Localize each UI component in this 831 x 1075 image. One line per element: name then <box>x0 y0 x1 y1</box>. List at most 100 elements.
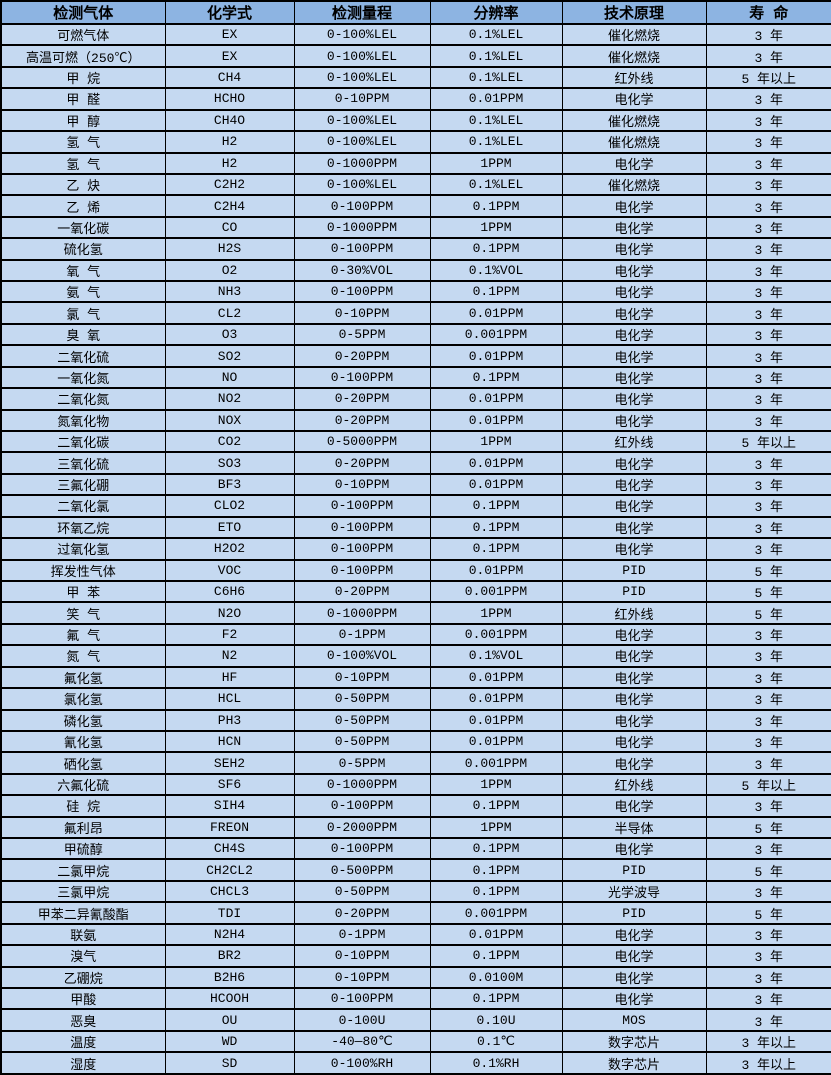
resolution-cell: 0.01PPM <box>429 87 563 111</box>
resolution-cell: 0.1%LEL <box>429 65 563 90</box>
lifespan-cell: 3 年以上 <box>705 1029 831 1054</box>
principle-cell: 电化学 <box>561 986 707 1011</box>
principle-cell: 电化学 <box>561 537 707 561</box>
table-row: 硅 烷 SIH4 0-100PPM 0.1PPM 电化学 3 年 <box>0 794 831 818</box>
principle-cell: 电化学 <box>561 944 707 968</box>
gas-name-cell: 氢 气 <box>0 130 166 154</box>
gas-name-cell: 甲硫醇 <box>0 837 166 861</box>
principle-cell: 电化学 <box>561 665 707 690</box>
range-cell: 0-10PPM <box>293 87 431 111</box>
lifespan-cell: 5 年 <box>705 901 831 925</box>
range-cell: 0-10PPM <box>293 944 431 968</box>
resolution-cell: 0.1%LEL <box>429 130 563 154</box>
gas-name-cell: 环氧乙烷 <box>0 515 166 540</box>
range-cell: 0-5000PPM <box>293 429 431 454</box>
lifespan-cell: 3 年 <box>705 665 831 690</box>
formula-cell: O3 <box>164 322 295 347</box>
table-row: 氮氧化物 NOX 0-20PPM 0.01PPM 电化学 3 年 <box>0 408 831 433</box>
principle-cell: PID <box>561 901 707 925</box>
resolution-cell: 1PPM <box>429 601 563 625</box>
gas-name-cell: 氢 气 <box>0 151 166 175</box>
lifespan-cell: 3 年 <box>705 451 831 475</box>
principle-cell: 电化学 <box>561 322 707 347</box>
formula-cell: C2H4 <box>164 194 295 218</box>
formula-cell: N2H4 <box>164 922 295 947</box>
table-row: 甲 醛 HCHO 0-10PPM 0.01PPM 电化学 3 年 <box>0 87 831 111</box>
gas-name-cell: 六氟化硫 <box>0 772 166 797</box>
gas-name-cell: 甲 烷 <box>0 65 166 90</box>
range-cell: 0-50PPM <box>293 879 431 904</box>
principle-cell: 电化学 <box>561 794 707 818</box>
gas-name-cell: 二氧化氮 <box>0 387 166 411</box>
formula-cell: H2O2 <box>164 537 295 561</box>
resolution-cell: 0.001PPM <box>429 751 563 775</box>
formula-cell: SD <box>164 1051 295 1075</box>
resolution-cell: 1PPM <box>429 215 563 240</box>
principle-cell: 电化学 <box>561 708 707 732</box>
resolution-cell: 0.01PPM <box>429 665 563 690</box>
range-cell: 0-100PPM <box>293 986 431 1011</box>
gas-name-cell: 氟利昂 <box>0 815 166 840</box>
resolution-cell: 1PPM <box>429 151 563 175</box>
range-cell: 0-20PPM <box>293 901 431 925</box>
range-cell: 0-50PPM <box>293 687 431 711</box>
lifespan-cell: 3 年 <box>705 986 831 1011</box>
principle-cell: 催化燃烧 <box>561 108 707 133</box>
formula-cell: SEH2 <box>164 751 295 775</box>
range-cell: 0-20PPM <box>293 387 431 411</box>
col-header-gas-name: 检测气体 <box>0 0 166 25</box>
gas-name-cell: 氟化氢 <box>0 665 166 690</box>
formula-cell: H2S <box>164 237 295 261</box>
formula-cell: CHCL3 <box>164 879 295 904</box>
lifespan-cell: 3 年 <box>705 622 831 647</box>
table-body: 可燃气体 EX 0-100%LEL 0.1%LEL 催化燃烧 3 年高温可燃（250℃） E… <box>0 22 831 1075</box>
range-cell: 0-20PPM <box>293 344 431 368</box>
gas-name-cell: 氮 气 <box>0 644 166 668</box>
gas-name-cell: 挥发性气体 <box>0 558 166 582</box>
gas-name-cell: 氟 气 <box>0 622 166 647</box>
resolution-cell: 0.1%LEL <box>429 44 563 68</box>
col-header-formula: 化学式 <box>164 0 295 25</box>
gas-name-cell: 二氯甲烷 <box>0 858 166 882</box>
table-row: 甲 苯 C6H6 0-20PPM 0.001PPM PID 5 年 <box>0 579 831 604</box>
lifespan-cell: 3 年 <box>705 301 831 325</box>
formula-cell: N2 <box>164 644 295 668</box>
principle-cell: 数字芯片 <box>561 1029 707 1054</box>
col-header-resolution: 分辨率 <box>429 0 563 25</box>
lifespan-cell: 3 年 <box>705 237 831 261</box>
principle-cell: 红外线 <box>561 429 707 454</box>
table-row: 氢 气 H2 0-100%LEL 0.1%LEL 催化燃烧 3 年 <box>0 130 831 154</box>
range-cell: 0-50PPM <box>293 729 431 754</box>
lifespan-cell: 3 年 <box>705 1008 831 1032</box>
lifespan-cell: 3 年 <box>705 494 831 518</box>
lifespan-cell: 3 年以上 <box>705 1051 831 1075</box>
table-row: 二氧化硫 SO2 0-20PPM 0.01PPM 电化学 3 年 <box>0 344 831 368</box>
range-cell: 0-100PPM <box>293 494 431 518</box>
resolution-cell: 0.1%VOL <box>429 644 563 668</box>
resolution-cell: 0.001PPM <box>429 322 563 347</box>
formula-cell: PH3 <box>164 708 295 732</box>
range-cell: 0-20PPM <box>293 579 431 604</box>
resolution-cell: 0.01PPM <box>429 451 563 475</box>
principle-cell: 催化燃烧 <box>561 22 707 47</box>
table-row: 可燃气体 EX 0-100%LEL 0.1%LEL 催化燃烧 3 年 <box>0 22 831 47</box>
formula-cell: NO2 <box>164 387 295 411</box>
formula-cell: N2O <box>164 601 295 625</box>
principle-cell: 电化学 <box>561 751 707 775</box>
lifespan-cell: 3 年 <box>705 322 831 347</box>
table-row: 磷化氢 PH3 0-50PPM 0.01PPM 电化学 3 年 <box>0 708 831 732</box>
formula-cell: B2H6 <box>164 965 295 990</box>
principle-cell: 电化学 <box>561 687 707 711</box>
formula-cell: H2 <box>164 151 295 175</box>
range-cell: 0-5PPM <box>293 751 431 775</box>
table-row: 乙硼烷 B2H6 0-10PPM 0.0100M 电化学 3 年 <box>0 965 831 990</box>
gas-name-cell: 甲 醇 <box>0 108 166 133</box>
gas-name-cell: 乙 炔 <box>0 172 166 197</box>
principle-cell: 电化学 <box>561 258 707 283</box>
lifespan-cell: 5 年 <box>705 601 831 625</box>
range-cell: 0-10PPM <box>293 301 431 325</box>
table-row: 二氧化氮 NO2 0-20PPM 0.01PPM 电化学 3 年 <box>0 387 831 411</box>
resolution-cell: 1PPM <box>429 815 563 840</box>
gas-name-cell: 甲酸 <box>0 986 166 1011</box>
